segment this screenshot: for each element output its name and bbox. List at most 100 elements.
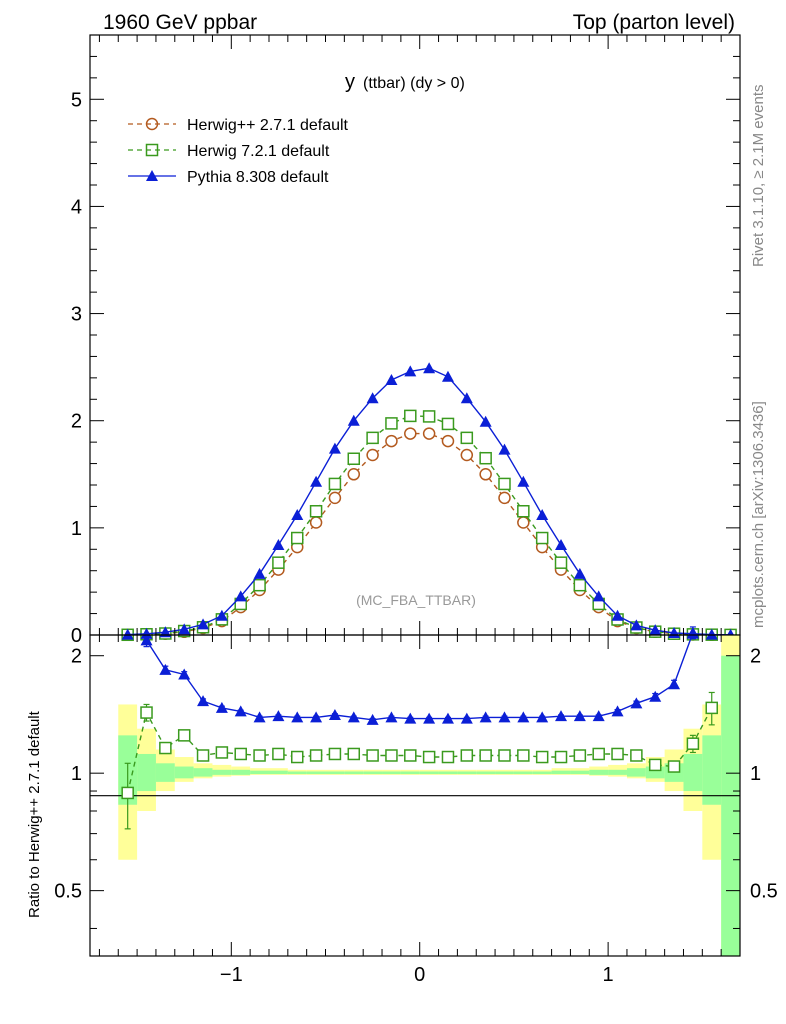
- band-green: [363, 771, 383, 775]
- main-point-circle: [460, 448, 474, 462]
- band-green: [174, 766, 194, 779]
- main-point-circle: [441, 434, 455, 448]
- main-point-circle: [309, 516, 323, 529]
- ratio-point-triangle: [498, 711, 511, 723]
- ratio-y-axis: 0.5 0.5 1 1 2 2: [54, 646, 778, 929]
- ratio-point-triangle: [159, 663, 172, 675]
- ratio-point-triangle: [291, 711, 304, 723]
- main-title-rest: (ttbar) (dy > 0): [363, 75, 465, 92]
- main-point-triangle: [121, 628, 134, 640]
- band-green: [589, 769, 609, 775]
- ratio-point-square: [196, 749, 210, 762]
- ratio-panel: 0.5 0.5 1 1 2 2 −1 0 1 Ratio to Herwig++ 2.7.1 …: [26, 35, 778, 986]
- ratio-point-triangle: [460, 712, 473, 724]
- legend-entry-pythia: Pythia 8.308 default: [128, 169, 329, 186]
- main-point-square: [253, 578, 266, 592]
- ratio-ytick-label-right: 0.5: [750, 881, 778, 903]
- main-series-line-0: [127, 432, 731, 636]
- ratio-point-triangle: [649, 690, 662, 702]
- main-point-triangle: [272, 539, 285, 550]
- legend-label-herwig7: Herwig 7.2.1 default: [187, 143, 330, 160]
- ratio-point-square: [234, 747, 247, 761]
- legend-marker-triangle: [146, 170, 158, 181]
- band-green: [645, 766, 665, 779]
- band-green: [212, 769, 232, 775]
- ratio-point-square: [215, 746, 229, 759]
- main-point-circle: [498, 491, 511, 505]
- ratio-point-triangle: [573, 710, 586, 722]
- ratio-point-square: [253, 749, 266, 762]
- ratio-point-triangle: [328, 708, 341, 720]
- main-point-triangle: [234, 590, 247, 602]
- main-point-triangle: [215, 609, 228, 621]
- ratio-ytick-label: 0.5: [54, 881, 82, 903]
- ratio-point-square: [592, 747, 605, 761]
- ratio-series-line-0: [127, 707, 713, 794]
- legend-marker-circle: [145, 117, 159, 131]
- ratio-point-triangle: [611, 705, 624, 717]
- main-point-triangle: [140, 627, 153, 639]
- band-green: [382, 771, 401, 775]
- legend: Herwig++ 2.7.1 default Herwig 7.2.1 defa…: [128, 117, 349, 186]
- main-point-circle: [517, 516, 530, 529]
- ratio-point-triangle: [630, 697, 643, 709]
- band-green: [457, 771, 477, 775]
- main-point-triangle: [479, 415, 492, 427]
- ratio-point-square: [517, 749, 530, 762]
- main-y-axis: 0 1 2 3 4 5: [71, 34, 740, 647]
- main-point-triangle: [347, 414, 360, 426]
- main-point-triangle: [498, 443, 511, 455]
- watermark: (MC_FBA_TTBAR): [356, 592, 476, 608]
- ratio-point-square: [177, 729, 191, 742]
- ratio-point-triangle: [347, 711, 360, 723]
- band-green: [250, 770, 269, 775]
- band-green: [476, 771, 496, 775]
- main-ytick-label: 2: [71, 411, 82, 433]
- main-point-triangle: [705, 628, 718, 640]
- ratio-point-triangle: [423, 712, 436, 724]
- main-point-triangle: [253, 567, 266, 579]
- band-green: [570, 770, 590, 775]
- main-point-triangle: [536, 509, 549, 520]
- ratio-point-triangle: [366, 713, 379, 725]
- main-point-triangle: [178, 623, 191, 635]
- ratio-point-square: [667, 760, 681, 773]
- main-point-square: [573, 578, 587, 592]
- main-ytick-label: 1: [71, 518, 82, 540]
- main-data-marks: [121, 362, 737, 642]
- xtick-label: 0: [414, 964, 425, 986]
- band-green: [344, 771, 364, 775]
- main-point-square: [441, 417, 455, 431]
- band-green: [155, 763, 175, 782]
- main-point-square: [498, 477, 511, 491]
- ratio-ylabel: Ratio to Herwig++ 2.7.1 default: [26, 710, 43, 918]
- main-point-triangle: [441, 370, 454, 382]
- ratio-point-square: [630, 749, 643, 762]
- ratio-point-square: [404, 749, 417, 762]
- band-green: [532, 771, 552, 775]
- main-point-circle: [366, 448, 379, 462]
- ratio-ytick-label: 2: [71, 646, 82, 668]
- main-point-square: [366, 431, 379, 445]
- main-ytick-label: 3: [71, 304, 82, 326]
- legend-label-pythia: Pythia 8.308 default: [187, 169, 329, 186]
- x-axis: −1 0 1: [98, 35, 741, 986]
- ratio-point-square: [441, 750, 455, 764]
- main-point-triangle: [611, 609, 624, 621]
- band-green: [419, 771, 439, 775]
- band-green: [551, 770, 571, 775]
- ratio-point-square: [328, 747, 342, 761]
- main-ytick-label: 5: [71, 89, 82, 111]
- main-point-circle: [328, 491, 342, 505]
- ratio-point-square: [535, 750, 549, 764]
- ratio-point-square: [460, 749, 474, 762]
- ratio-ytick-label-right: 2: [750, 646, 761, 668]
- ratio-point-square: [140, 706, 153, 719]
- ratio-point-triangle: [215, 701, 228, 713]
- main-point-triangle: [328, 442, 341, 454]
- ratio-series-line-1: [145, 632, 694, 721]
- main-point-square: [554, 556, 568, 569]
- ratio-point-square: [498, 749, 511, 762]
- band-green: [193, 768, 213, 777]
- header-left-label: 1960 GeV ppbar: [103, 11, 257, 34]
